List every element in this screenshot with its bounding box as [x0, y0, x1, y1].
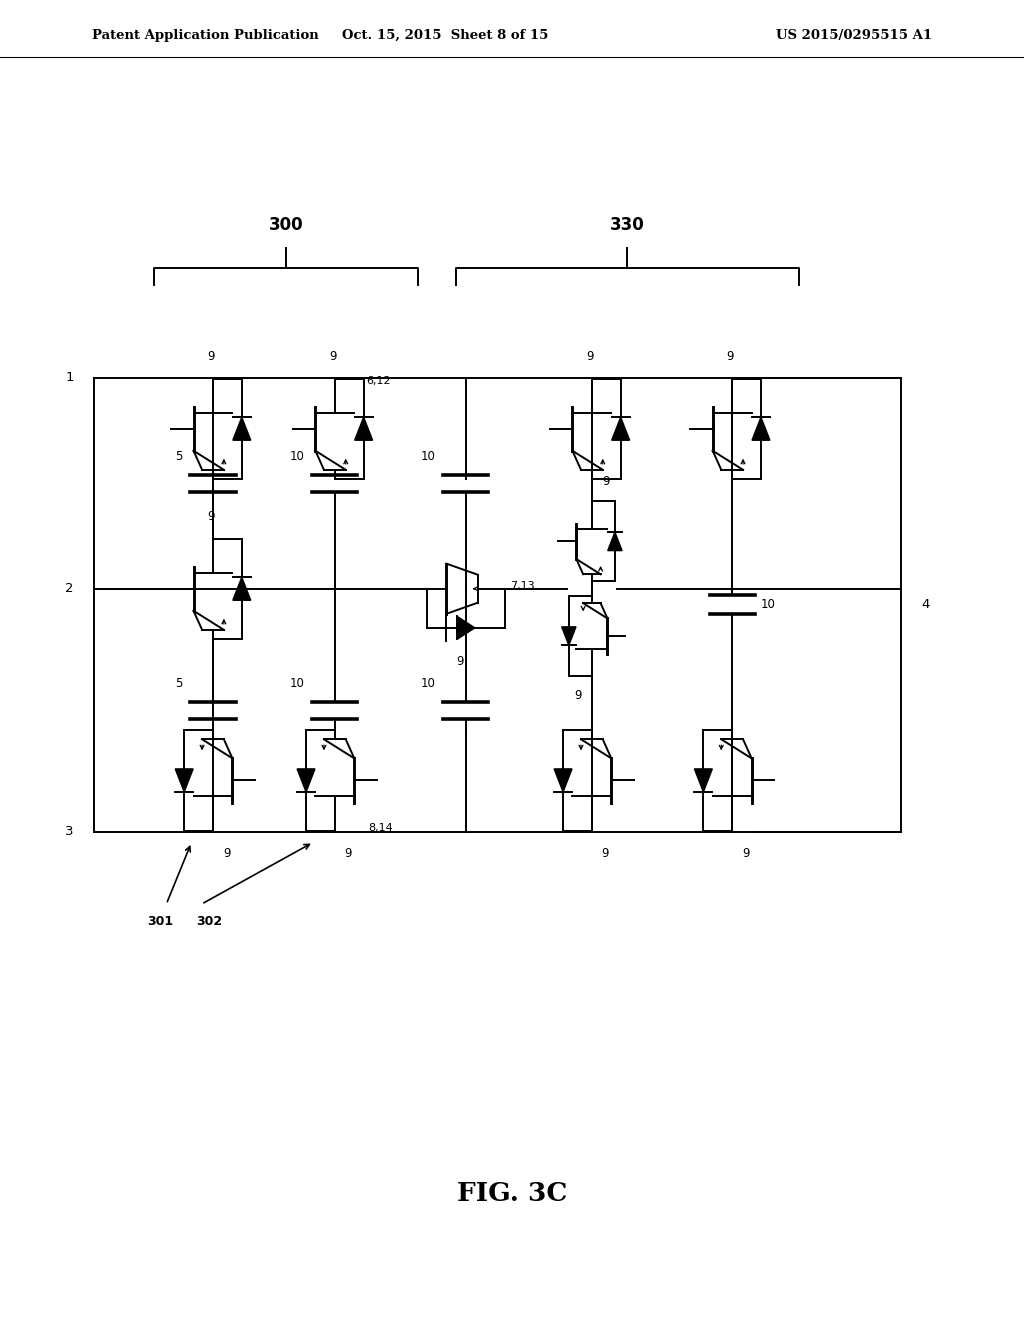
Text: 9: 9: [457, 655, 464, 668]
Text: 10: 10: [289, 677, 304, 690]
Text: 300: 300: [268, 215, 303, 234]
Polygon shape: [608, 532, 622, 550]
Text: 5: 5: [175, 450, 182, 463]
Text: 8,14: 8,14: [368, 822, 392, 833]
Text: 7,13: 7,13: [510, 581, 535, 591]
Text: US 2015/0295515 A1: US 2015/0295515 A1: [776, 29, 932, 42]
Text: 3: 3: [66, 825, 74, 838]
Text: 10: 10: [761, 598, 776, 611]
Text: 301: 301: [147, 915, 173, 928]
Polygon shape: [232, 417, 251, 441]
Polygon shape: [354, 417, 373, 441]
Text: 1: 1: [66, 371, 74, 384]
Polygon shape: [457, 616, 475, 639]
Polygon shape: [562, 627, 575, 645]
Text: 9: 9: [345, 847, 352, 861]
Text: 9: 9: [329, 350, 337, 363]
Polygon shape: [554, 768, 572, 792]
Polygon shape: [611, 417, 630, 441]
Text: 9: 9: [602, 847, 609, 861]
Text: 10: 10: [420, 450, 435, 463]
Text: 9: 9: [207, 510, 215, 523]
Text: 302: 302: [196, 915, 222, 928]
Text: 10: 10: [420, 677, 435, 690]
Text: 4: 4: [922, 598, 930, 611]
Polygon shape: [232, 577, 251, 601]
Text: Oct. 15, 2015  Sheet 8 of 15: Oct. 15, 2015 Sheet 8 of 15: [342, 29, 549, 42]
Text: 9: 9: [223, 847, 230, 861]
Polygon shape: [175, 768, 194, 792]
Text: 2: 2: [66, 582, 74, 595]
Text: 9: 9: [726, 350, 734, 363]
Text: 9: 9: [574, 689, 582, 702]
Text: 9: 9: [207, 350, 215, 363]
Text: 9: 9: [602, 475, 609, 488]
Polygon shape: [297, 768, 315, 792]
Text: FIG. 3C: FIG. 3C: [457, 1181, 567, 1205]
Text: 9: 9: [742, 847, 750, 861]
Text: 6,12: 6,12: [366, 376, 390, 387]
Text: 330: 330: [610, 215, 644, 234]
Polygon shape: [752, 417, 770, 441]
Text: 10: 10: [289, 450, 304, 463]
Polygon shape: [694, 768, 713, 792]
Text: 5: 5: [175, 677, 182, 690]
Text: Patent Application Publication: Patent Application Publication: [92, 29, 318, 42]
Text: 9: 9: [586, 350, 594, 363]
